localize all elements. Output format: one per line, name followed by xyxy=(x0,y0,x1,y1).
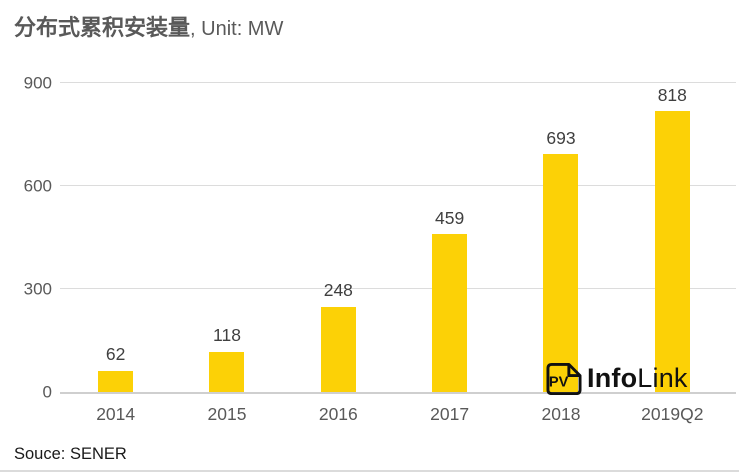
logo-wordmark: InfoLink xyxy=(587,365,688,392)
bar-group-2018: 693 2018 xyxy=(505,83,616,422)
logo-link-text: Link xyxy=(637,363,688,393)
bottom-divider xyxy=(0,470,739,472)
gridline xyxy=(60,82,736,83)
bar xyxy=(432,234,468,392)
bar xyxy=(320,306,356,392)
y-tick-label: 0 xyxy=(42,382,52,402)
gridline xyxy=(60,185,736,186)
title-text: 分布式累积安装量 xyxy=(14,15,191,40)
bar xyxy=(209,351,245,392)
pv-badge-icon: PV xyxy=(546,362,582,395)
bar-group-2014: 62 2014 xyxy=(60,83,171,422)
bar-group-2015: 118 2015 xyxy=(171,83,282,422)
bar xyxy=(654,111,690,392)
bar-value-label: 248 xyxy=(323,280,353,301)
x-tick-label: 2018 xyxy=(541,403,581,424)
bar-value-label: 62 xyxy=(105,344,126,365)
x-tick-label: 2016 xyxy=(318,403,358,424)
y-tick-label: 900 xyxy=(23,73,52,93)
bar-group-2017: 459 2017 xyxy=(394,83,505,422)
bars-container: 62 2014 118 2015 248 2016 459 2017 693 2018 818 201… xyxy=(60,83,728,422)
y-tick-label: 300 xyxy=(23,279,52,299)
bar-value-label: 118 xyxy=(213,325,241,345)
x-tick-label: 2019Q2 xyxy=(641,403,704,424)
pv-infolink-logo: PV InfoLink xyxy=(546,361,688,396)
source-note: Souce: SENER xyxy=(14,445,127,463)
bar-group-2019Q2: 818 2019Q2 xyxy=(617,83,728,422)
pv-badge-text: PV xyxy=(549,374,569,390)
x-tick-label: 2015 xyxy=(207,403,247,424)
bar xyxy=(543,154,579,392)
x-tick-label: 2017 xyxy=(430,403,470,424)
bar-value-label: 693 xyxy=(546,127,576,148)
bar xyxy=(98,370,134,392)
bar-chart: 0 300 600 900 62 2014 118 2015 248 2016 459 2017 693… xyxy=(24,75,736,422)
bar-group-2016: 248 2016 xyxy=(283,83,394,422)
gridline xyxy=(60,288,736,289)
x-axis-line xyxy=(60,392,736,394)
bar-value-label: 459 xyxy=(435,207,465,228)
y-tick-label: 600 xyxy=(23,176,52,196)
title-unit-text: , Unit: MW xyxy=(190,18,284,40)
logo-info-text: Info xyxy=(587,363,638,393)
page-title: 分布式累积安装量, Unit: MW xyxy=(14,10,283,42)
x-tick-label: 2014 xyxy=(96,403,136,424)
bar-value-label: 818 xyxy=(657,84,687,105)
